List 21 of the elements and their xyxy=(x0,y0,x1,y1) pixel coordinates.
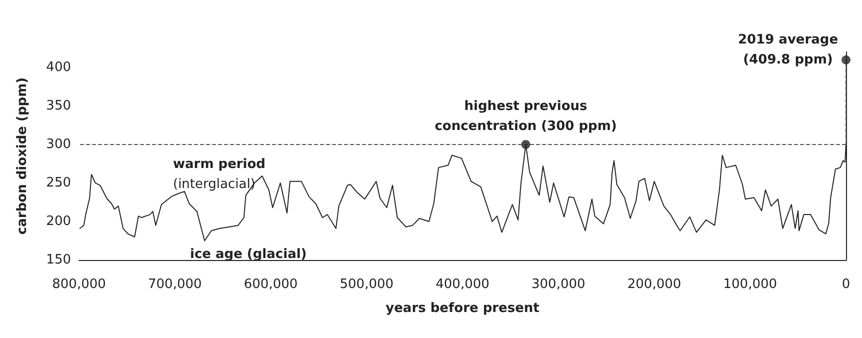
y-tick-label: 200 xyxy=(46,214,71,229)
x-tick-label: 600,000 xyxy=(244,277,298,292)
y-tick-label: 150 xyxy=(46,252,71,268)
x-tick-label: 800,000 xyxy=(52,277,106,292)
x-tick-label: 700,000 xyxy=(148,277,202,292)
annotation: highest previous concentration (300 ppm) xyxy=(434,98,617,134)
x-axis-title: years before present xyxy=(386,301,540,316)
x-tick-label: 100,000 xyxy=(723,277,778,292)
annotation: warm period (interglacial) xyxy=(173,157,266,192)
y-tick-label: 400 xyxy=(46,60,71,75)
annotation: 2019 average (409.8 ppm) xyxy=(738,32,838,68)
y-axis-title: carbon dioxide (ppm) xyxy=(15,77,30,235)
x-tick-label: 300,000 xyxy=(531,277,586,292)
annotation: ice age (glacial) xyxy=(190,247,307,262)
y-tick-label: 350 xyxy=(46,98,71,114)
x-tick-label: 0 xyxy=(842,277,850,292)
y-tick-label: 300 xyxy=(46,136,71,152)
x-tick-label: 500,000 xyxy=(340,277,394,292)
x-tick-label: 400,000 xyxy=(436,277,490,292)
x-tick-label: 200,000 xyxy=(627,277,682,292)
y-tick-label: 250 xyxy=(46,175,71,190)
